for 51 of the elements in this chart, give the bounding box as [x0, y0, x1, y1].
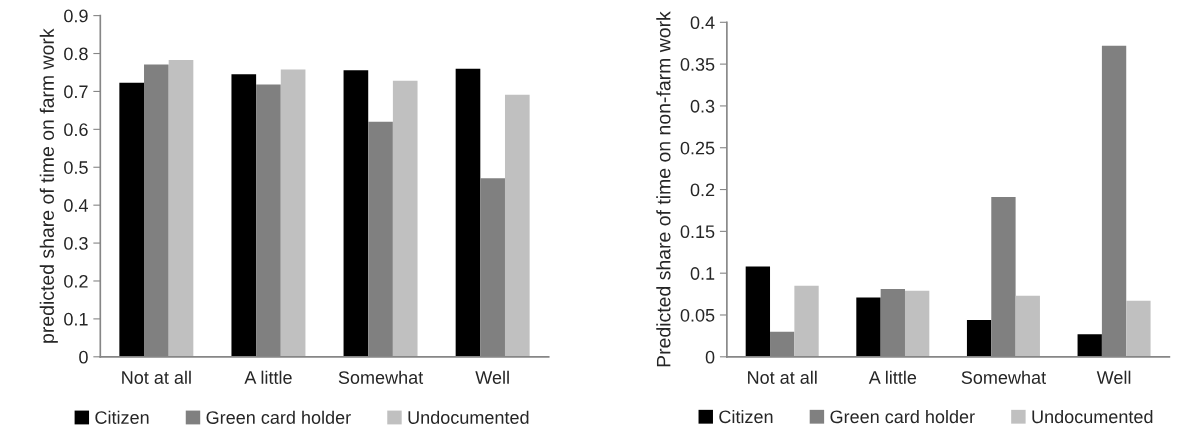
- y-tick-label: 0.1: [64, 312, 88, 326]
- bar: [1015, 295, 1040, 357]
- y-tick-label: 0.5: [64, 161, 88, 174]
- x-tick-label: Well: [475, 370, 509, 384]
- y-tick-label: 0.4: [690, 16, 715, 30]
- bar: [794, 285, 819, 357]
- bar: [856, 297, 881, 357]
- y-tick-label: 0.1: [690, 267, 715, 280]
- x-tick-label: Well: [1096, 370, 1131, 384]
- bar: [392, 80, 418, 357]
- y-tick-label: 0.6: [64, 123, 88, 137]
- y-tick-label: 0.2: [690, 183, 715, 197]
- legend-label: Undocumented: [408, 410, 529, 424]
- x-tick-label: Not at all: [748, 370, 817, 384]
- bar: [231, 74, 257, 357]
- bar: [1126, 300, 1151, 357]
- y-tick-label: 0: [79, 350, 88, 364]
- legend-label: Citizen: [719, 409, 773, 424]
- y-axis-title: Predicted share of time on non-farm work: [656, 11, 671, 367]
- x-tick-label: A little: [244, 370, 292, 384]
- bar: [119, 82, 145, 357]
- x-tick-label: Somewhat: [961, 370, 1046, 384]
- bar: [966, 320, 992, 357]
- y-tick-label: 0.25: [680, 141, 715, 155]
- legend-label: Green card holder: [206, 410, 351, 424]
- bar: [168, 59, 194, 357]
- x-tick-label: Somewhat: [338, 370, 424, 384]
- y-tick-label: 0.4: [64, 199, 88, 212]
- x-tick-label: Not at all: [122, 370, 191, 384]
- legend-label: Green card holder: [830, 409, 975, 424]
- x-tick-label: A little: [868, 370, 917, 384]
- y-tick-label: 0.3: [64, 237, 88, 250]
- bar: [504, 94, 530, 357]
- y-tick-label: 0.2: [64, 274, 88, 288]
- y-tick-label: 0.35: [680, 58, 715, 71]
- legend-label: Citizen: [95, 410, 149, 424]
- bar: [904, 290, 930, 357]
- y-tick-label: 0: [705, 350, 715, 364]
- bar: [343, 70, 369, 357]
- legend-label: Undocumented: [1032, 409, 1153, 424]
- y-tick-label: 0.8: [64, 47, 88, 61]
- bar: [280, 69, 306, 357]
- y-tick-label: 0.9: [64, 9, 88, 23]
- y-tick-label: 0.15: [680, 225, 715, 239]
- bar: [1077, 334, 1102, 357]
- y-tick-label: 0.3: [690, 99, 715, 113]
- y-axis-title: predicted share of time on farm work: [39, 28, 58, 343]
- bar: [455, 68, 481, 357]
- y-tick-label: 0.7: [64, 85, 88, 99]
- bar: [745, 266, 771, 357]
- y-tick-label: 0.05: [680, 308, 715, 322]
